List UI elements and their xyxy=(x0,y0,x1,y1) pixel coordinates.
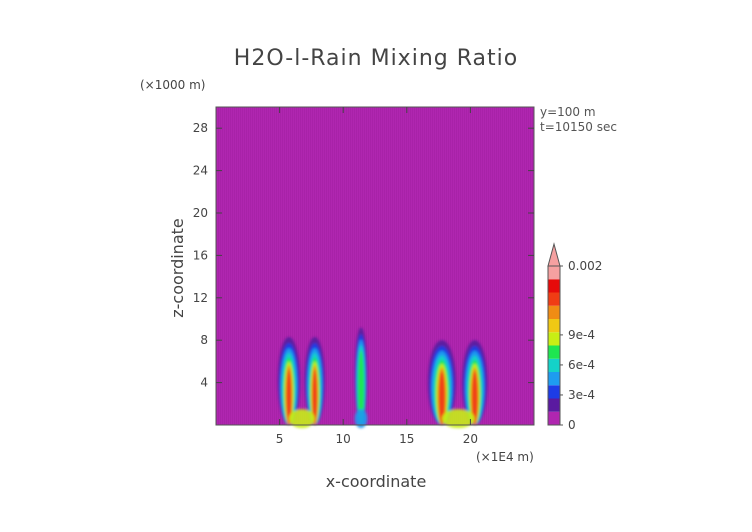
plume-3-contour xyxy=(438,371,445,425)
plume-2-base xyxy=(354,409,368,429)
colorbar-label: 0 xyxy=(568,418,576,432)
colorbar-label: 9e-4 xyxy=(568,328,595,342)
plume-3-base xyxy=(441,409,475,429)
plume-1 xyxy=(277,337,325,429)
colorbar-label: 6e-4 xyxy=(568,358,595,372)
plume-3 xyxy=(427,340,488,429)
y-tick-label: 8 xyxy=(200,333,208,347)
x-tick-label: 10 xyxy=(336,432,351,446)
colorbar-swatch xyxy=(548,398,560,412)
y-tick-label: 4 xyxy=(200,376,208,390)
colorbar-swatch xyxy=(548,279,560,293)
colorbar-swatch xyxy=(548,358,560,372)
annotation-y: y=100 m xyxy=(540,105,596,119)
x-scale-note: (×1E4 m) xyxy=(476,450,534,464)
plume-1-base xyxy=(288,409,315,429)
x-tick-label: 5 xyxy=(276,432,284,446)
colorbar-swatch xyxy=(548,266,560,280)
plume-1-contour xyxy=(286,369,292,425)
x-tick-label: 15 xyxy=(399,432,414,446)
colorbar-swatch xyxy=(548,372,560,386)
x-tick-label: 20 xyxy=(463,432,478,446)
colorbar-swatch xyxy=(548,345,560,359)
colorbar-label: 0.002 xyxy=(568,259,602,273)
y-tick-label: 16 xyxy=(193,248,208,262)
colorbar-extend-arrow xyxy=(547,242,561,267)
colorbar-label: 3e-4 xyxy=(568,388,595,402)
colorbar-swatch xyxy=(548,319,560,333)
x-axis-title: x-coordinate xyxy=(325,472,427,491)
plume-2 xyxy=(354,327,368,429)
y-tick-label: 12 xyxy=(193,291,208,305)
plume-2-contour xyxy=(357,350,365,425)
plume-1-contour xyxy=(312,369,318,425)
y-tick-label: 20 xyxy=(193,206,208,220)
chart-title: H2O-l-Rain Mixing Ratio xyxy=(233,46,519,71)
colorbar-swatch xyxy=(548,385,560,399)
colorbar-swatch xyxy=(548,411,560,425)
annotation-t: t=10150 sec xyxy=(540,120,617,134)
colorbar-swatch xyxy=(548,292,560,306)
colorbar-swatch xyxy=(548,332,560,346)
plume-3-contour xyxy=(471,371,478,425)
y-scale-note: (×1000 m) xyxy=(140,78,206,92)
plot-frame xyxy=(215,106,535,426)
y-tick-label: 24 xyxy=(193,164,208,178)
colorbar-swatch xyxy=(548,305,560,319)
y-tick-label: 28 xyxy=(193,121,208,135)
